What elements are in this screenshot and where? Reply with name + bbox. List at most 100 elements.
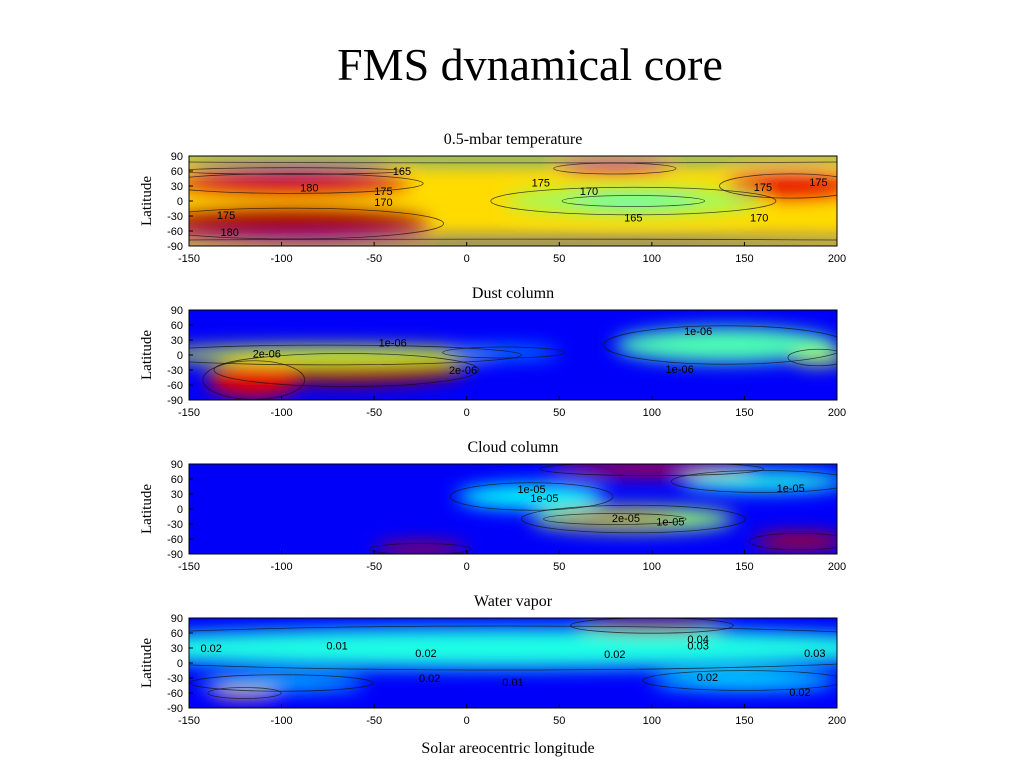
x-tick-label: 100 bbox=[643, 561, 661, 573]
y-tick-label: 60 bbox=[171, 320, 183, 332]
x-tick-label: -150 bbox=[178, 407, 200, 419]
contour-label: 175 bbox=[754, 182, 772, 194]
contour-line bbox=[202, 360, 306, 400]
heatmap-field: 0.02 0.010.02 0.020.040.030.030.02 0.01 0.02… bbox=[189, 618, 837, 708]
x-tick-label: -100 bbox=[271, 407, 293, 419]
contour-line bbox=[189, 161, 837, 164]
heatmap-region bbox=[189, 209, 430, 238]
x-tick-label: -150 bbox=[178, 253, 200, 265]
heatmap-region bbox=[374, 544, 467, 554]
heatmap-region bbox=[679, 471, 837, 492]
chart-panel-4: 0.02 0.010.02 0.020.040.030.030.02 0.01 0.02… bbox=[139, 593, 846, 757]
contour-line bbox=[189, 674, 374, 692]
contour-line bbox=[449, 482, 614, 511]
contour-line bbox=[539, 464, 765, 476]
x-tick-label: 100 bbox=[643, 253, 661, 265]
heatmap-region bbox=[189, 168, 393, 174]
x-tick-label: 150 bbox=[735, 715, 753, 727]
contour-label: 1e-06 bbox=[379, 338, 407, 350]
contour-label: 1e-06 bbox=[666, 364, 694, 376]
contour-label: 0.02 bbox=[697, 672, 718, 684]
x-tick-label: 200 bbox=[828, 561, 846, 573]
y-tick-label: 0 bbox=[177, 658, 183, 670]
y-tick-label: 90 bbox=[171, 151, 183, 163]
y-tick-label: 90 bbox=[171, 613, 183, 625]
y-tick-label: -90 bbox=[167, 703, 183, 715]
contour-line bbox=[189, 238, 837, 241]
heatmap-region bbox=[448, 347, 560, 358]
contour-label: 180 bbox=[300, 183, 318, 195]
y-tick-label: 0 bbox=[177, 350, 183, 362]
y-tick-label: 30 bbox=[171, 335, 183, 347]
contour-label: 1e-05 bbox=[656, 517, 684, 529]
chart-panel-2: 2e-06 1e-06 1e-06 1e-06 2e-06 -150 -100 -50 0 50 1… bbox=[139, 285, 846, 419]
chart-title: 0.5-mbar temperature bbox=[444, 131, 583, 148]
x-tick-label: 200 bbox=[828, 407, 846, 419]
contour-label: 1e-05 bbox=[777, 483, 805, 495]
x-tick-label: -50 bbox=[366, 253, 382, 265]
contour-label: 175 bbox=[217, 210, 235, 222]
x-tick-label: 50 bbox=[553, 253, 565, 265]
y-tick-label: 60 bbox=[171, 166, 183, 178]
contour-line bbox=[189, 173, 424, 194]
contour-label: 1e-05 bbox=[530, 493, 558, 505]
y-tick-label: -90 bbox=[167, 395, 183, 407]
contour-label: 0.02 bbox=[419, 673, 440, 685]
x-axis-label: Solar areocentric longitude bbox=[421, 740, 594, 757]
contour-line bbox=[570, 618, 734, 634]
heatmap-field: 2e-06 1e-06 1e-06 1e-06 2e-06 bbox=[189, 310, 837, 400]
y-tick-label: -30 bbox=[167, 365, 183, 377]
contour-label: 0.04 bbox=[687, 634, 708, 646]
contour-line bbox=[207, 687, 282, 699]
contour-label: 2e-05 bbox=[612, 513, 640, 525]
y-axis-label: Latitude bbox=[139, 330, 155, 380]
y-tick-label: 30 bbox=[171, 489, 183, 501]
x-tick-label: 0 bbox=[464, 253, 470, 265]
contour-line bbox=[543, 513, 687, 525]
contour-line bbox=[189, 344, 522, 366]
x-tick-label: 0 bbox=[464, 561, 470, 573]
heatmap-region bbox=[725, 175, 837, 197]
contour-label: 175 bbox=[374, 186, 392, 198]
heatmap-region bbox=[550, 464, 754, 475]
x-tick-label: 0 bbox=[464, 715, 470, 727]
x-tick-label: -150 bbox=[178, 561, 200, 573]
contour-line bbox=[670, 470, 837, 493]
x-tick-label: 50 bbox=[553, 407, 565, 419]
heatmap-region bbox=[457, 484, 606, 509]
contour-line bbox=[787, 348, 837, 367]
y-tick-label: 60 bbox=[171, 628, 183, 640]
contour-line bbox=[561, 195, 706, 207]
x-tick-label: 50 bbox=[553, 715, 565, 727]
heatmap-region bbox=[559, 163, 671, 174]
y-axis-label: Latitude bbox=[139, 484, 155, 534]
y-tick-label: -30 bbox=[167, 211, 183, 223]
chart-title: Cloud column bbox=[467, 439, 558, 456]
x-tick-label: -100 bbox=[271, 253, 293, 265]
x-tick-label: -100 bbox=[271, 715, 293, 727]
slide-title: FMS dvnamical core bbox=[337, 39, 723, 90]
x-tick-label: 150 bbox=[735, 253, 753, 265]
heatmap-region bbox=[189, 628, 837, 668]
contour-label: 1e-05 bbox=[517, 484, 545, 496]
contour-line bbox=[642, 670, 837, 691]
heatmap-region bbox=[189, 239, 837, 246]
x-tick-label: -50 bbox=[366, 407, 382, 419]
contour-label: 0.02 bbox=[415, 648, 436, 660]
x-tick-label: 150 bbox=[735, 407, 753, 419]
y-tick-label: -60 bbox=[167, 226, 183, 238]
contour-line bbox=[490, 186, 777, 216]
y-tick-label: 30 bbox=[171, 181, 183, 193]
heatmap-region bbox=[207, 362, 301, 398]
x-tick-label: 200 bbox=[828, 715, 846, 727]
contour-label: 2e-06 bbox=[449, 365, 477, 377]
contour-line bbox=[189, 625, 837, 671]
y-tick-label: 30 bbox=[171, 643, 183, 655]
y-tick-label: 60 bbox=[171, 474, 183, 486]
contour-label: 0.03 bbox=[804, 648, 825, 660]
heatmap-region bbox=[614, 327, 837, 363]
heatmap-region bbox=[790, 350, 837, 365]
